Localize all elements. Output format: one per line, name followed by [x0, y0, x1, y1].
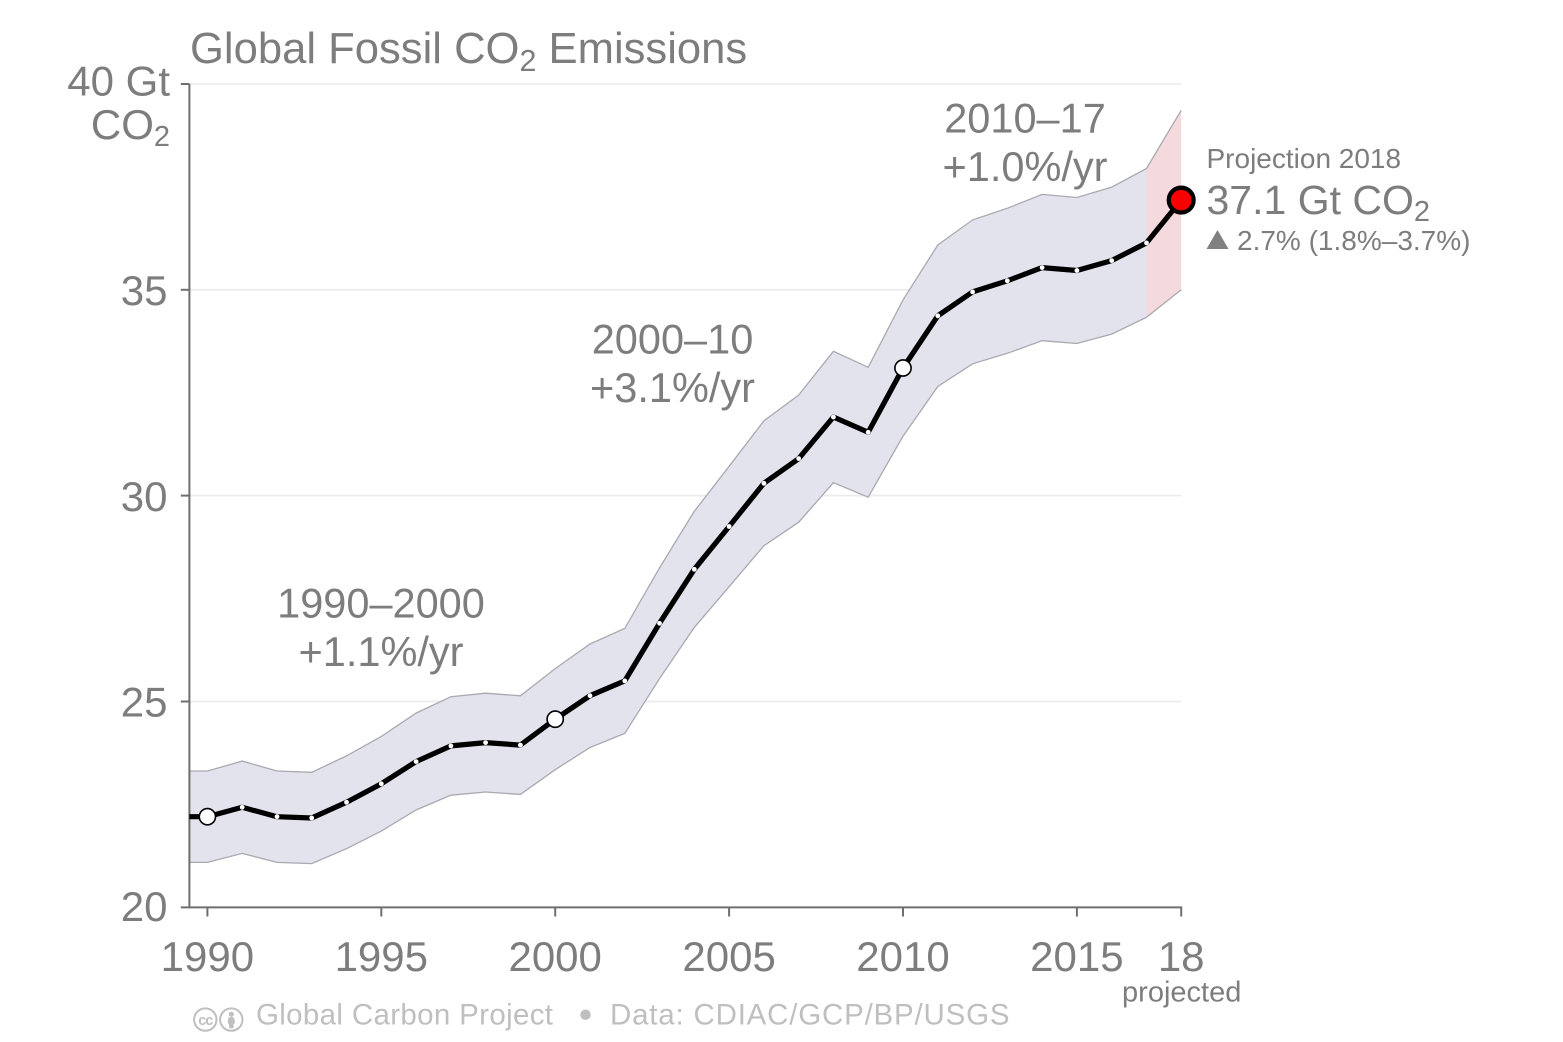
svg-text:1990–2000: 1990–2000 [277, 580, 485, 627]
svg-text:2015: 2015 [1030, 933, 1123, 980]
svg-text:+3.1%/yr: +3.1%/yr [590, 364, 755, 411]
svg-text:1990: 1990 [161, 933, 254, 980]
svg-text:Projection 2018: Projection 2018 [1207, 143, 1402, 174]
svg-text:Data: CDIAC/GCP/BP/USGS: Data: CDIAC/GCP/BP/USGS [610, 999, 1010, 1032]
svg-text:30: 30 [121, 473, 168, 520]
svg-text:20: 20 [121, 883, 168, 930]
svg-text:40 Gt: 40 Gt [67, 58, 170, 105]
svg-text:+1.0%/yr: +1.0%/yr [943, 143, 1108, 190]
svg-text:37.1 Gt CO2: 37.1 Gt CO2 [1207, 177, 1431, 228]
svg-text:projected: projected [1122, 977, 1241, 1009]
svg-text:25: 25 [121, 679, 168, 726]
svg-text:2.7% (1.8%–3.7%): 2.7% (1.8%–3.7%) [1237, 225, 1470, 256]
svg-text:2010: 2010 [856, 933, 949, 980]
svg-text:2005: 2005 [682, 933, 775, 980]
svg-text:+1.1%/yr: +1.1%/yr [299, 628, 464, 675]
svg-text:Global Fossil CO2 Emissions: Global Fossil CO2 Emissions [190, 25, 747, 78]
svg-text:cc: cc [198, 1013, 213, 1029]
svg-text:2000: 2000 [508, 933, 601, 980]
svg-text:2010–17: 2010–17 [944, 94, 1106, 141]
svg-text:1995: 1995 [335, 933, 428, 980]
svg-text:35: 35 [121, 267, 168, 314]
svg-text:18: 18 [1158, 933, 1205, 980]
svg-text:Global Carbon Project: Global Carbon Project [256, 999, 554, 1032]
svg-text:2000–10: 2000–10 [592, 315, 754, 362]
